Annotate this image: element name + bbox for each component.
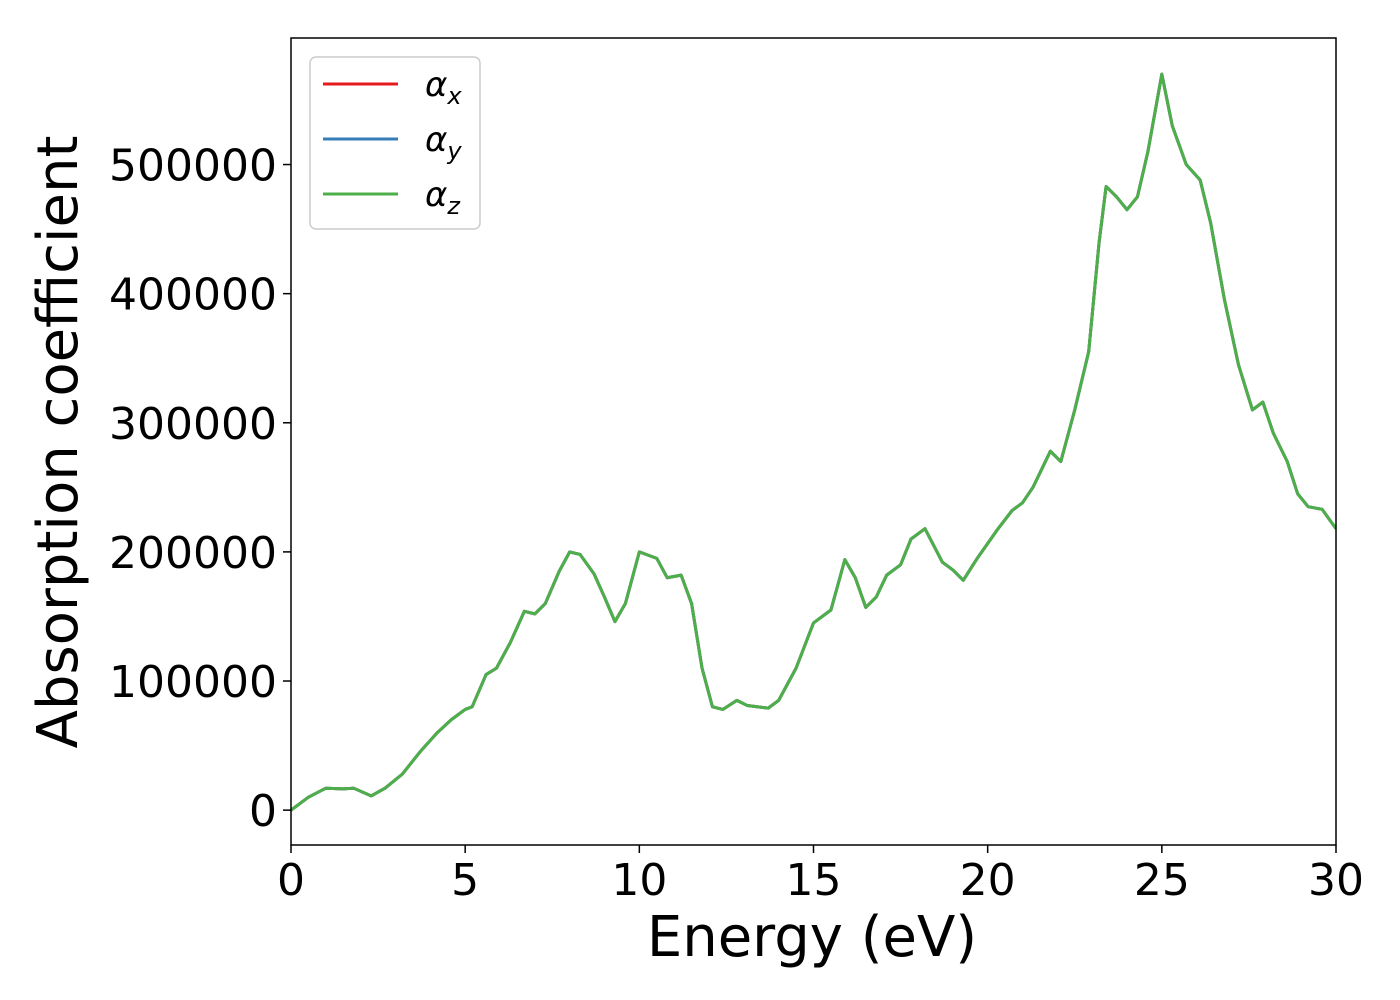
y-tick-label: 500000 [109,141,277,192]
x-tick-label: 5 [451,855,479,906]
y-axis-label: Absorption coefficient [26,136,91,749]
y-tick-label: 400000 [109,270,277,321]
x-tick-label: 20 [960,855,1016,906]
legend-label: αz [425,175,461,220]
x-tick-label: 15 [786,855,842,906]
y-tick-label: 0 [249,786,277,837]
y-tick-label: 200000 [109,528,277,579]
x-tick-label: 10 [611,855,667,906]
x-tick-label: 30 [1308,855,1364,906]
legend-label: αx [425,65,462,110]
x-tick-label: 25 [1134,855,1190,906]
x-tick-label: 0 [277,855,305,906]
legend-label: αy [425,120,462,165]
plot-frame [290,37,1337,846]
plot-area [291,72,1336,812]
y-tick-label: 300000 [109,399,277,450]
legend-box [309,56,481,230]
x-axis-label: Energy (eV) [647,905,977,970]
series-line [291,72,1336,812]
y-tick-label: 100000 [109,657,277,708]
